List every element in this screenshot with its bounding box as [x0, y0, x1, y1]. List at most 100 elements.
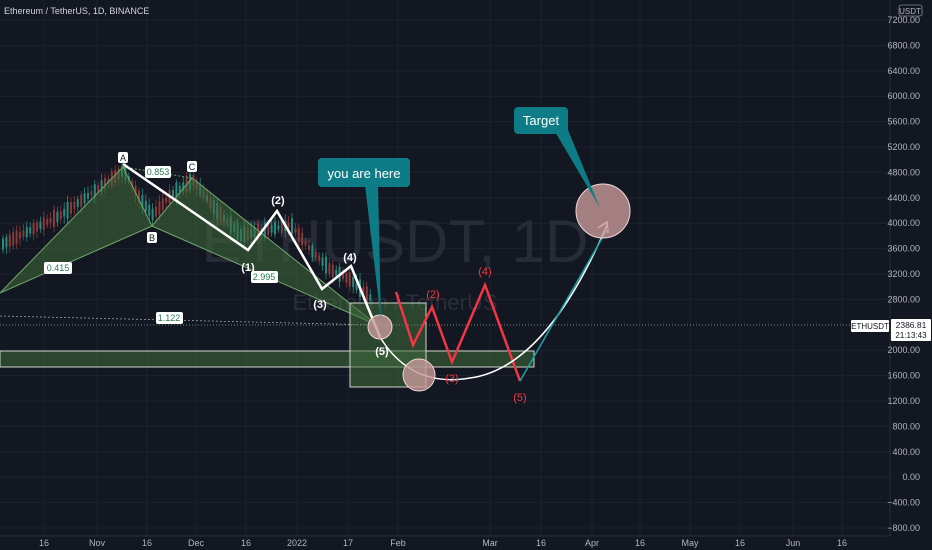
callout-target-box: [514, 107, 568, 134]
candle-body: [42, 217, 45, 230]
candle-body: [49, 217, 52, 223]
candle-body: [311, 245, 314, 258]
candle-body: [297, 228, 300, 242]
low-target-circle: [402, 358, 436, 392]
candle-body: [66, 201, 69, 219]
candle-body: [161, 198, 164, 210]
you-are-here-circle: [367, 314, 393, 340]
candle-body: [76, 199, 79, 207]
price-axis-bg[interactable]: [890, 0, 932, 536]
candle-body: [352, 276, 355, 288]
callout-you-are-here-box: [318, 158, 410, 187]
candle-body: [144, 200, 147, 212]
candle-body: [362, 287, 365, 296]
candle-body: [172, 190, 174, 198]
price-tick-label: 4400.00: [887, 193, 920, 203]
candle-body: [80, 194, 83, 207]
candle-body: [8, 234, 11, 247]
ratio-1122-text: 1.122: [158, 313, 181, 323]
currency-box: [898, 4, 923, 17]
candle-body: [100, 180, 103, 192]
time-axis-ticks: 16 Nov 16 Dec 16 2022 17 Feb Mar 16 Apr 16 May 16 Jun 1…: [39, 538, 847, 548]
time-tick-label: Mar: [482, 538, 498, 548]
harmonic-xd-dotted: [0, 315, 378, 326]
candle-body: [12, 232, 15, 246]
point-a-box: [118, 152, 128, 163]
time-tick-label: 16: [635, 538, 645, 548]
candle-body: [287, 222, 290, 229]
candle-body: [335, 269, 338, 276]
point-c-label: C: [189, 162, 196, 172]
price-tick-label: 6400.00: [887, 66, 920, 76]
price-tick-label: 6000.00: [887, 91, 920, 101]
candle-body: [90, 191, 93, 196]
harmonic-xab-triangle: [0, 167, 152, 293]
candle-body: [148, 204, 151, 216]
ratio-0853-text: 0.853: [147, 167, 170, 177]
candle-body: [25, 227, 28, 238]
symbol-tag-text: ETHUSDT: [851, 322, 889, 331]
harmonic-point-b: B: [147, 232, 157, 243]
ratio-1122: 1.122: [156, 312, 183, 324]
price-tick-label: 2000.00: [887, 345, 920, 355]
wave-red-5: (5): [513, 392, 526, 404]
point-b-label: B: [149, 233, 155, 243]
candle-body: [70, 201, 72, 214]
wave-white-3: (3): [313, 299, 327, 311]
callout-you-are-here-pointer: [365, 185, 381, 320]
price-tag-countdown: 21:13:43: [895, 331, 927, 340]
harmonic-point-c: C: [187, 161, 197, 172]
price-tick-label: 4000.00: [887, 218, 920, 228]
point-b-box: [147, 232, 157, 243]
harmonic-xb-line: [0, 225, 153, 294]
price-tick-label: 400.00: [892, 447, 920, 457]
candle-body: [277, 225, 280, 230]
ratio-1122-box: [156, 312, 183, 324]
time-tick-label: 16: [837, 538, 847, 548]
candle-body: [348, 272, 351, 287]
candle-body: [5, 237, 8, 248]
ratio-0415: 0.415: [44, 262, 72, 274]
candle-body: [2, 238, 4, 250]
price-tick-label: −800.00: [887, 523, 920, 533]
candle-body: [53, 209, 55, 228]
point-c-box: [187, 161, 197, 172]
wave-red-2: (2): [426, 289, 439, 301]
currency-label: USDT: [899, 7, 921, 16]
price-tick-label: 0.00: [902, 472, 920, 482]
callout-target-text: Target: [523, 113, 560, 128]
candle-body: [270, 225, 273, 233]
candle-body: [36, 222, 38, 232]
wave-red-3: (3): [445, 373, 458, 385]
candle-body: [342, 273, 344, 279]
candle-body: [267, 224, 270, 235]
wave-white-2: (2): [271, 195, 285, 207]
grid-lines: [0, 0, 890, 536]
ratio-2995: 2.995: [251, 271, 278, 283]
time-tick-label: 16: [241, 538, 251, 548]
price-tick-label: 5200.00: [887, 142, 920, 152]
target-circle: [575, 183, 631, 239]
candle-body: [175, 182, 178, 201]
ratio-0415-box: [44, 262, 72, 274]
candle-body: [141, 195, 144, 209]
ratio-0853: 0.853: [145, 166, 171, 178]
candle-body: [365, 286, 368, 303]
time-axis-bg[interactable]: [0, 536, 932, 550]
price-tick-label: 4800.00: [887, 167, 920, 177]
candle-body: [32, 222, 35, 235]
candle-body: [83, 192, 86, 204]
ratio-0853-box: [145, 166, 171, 178]
candle-body: [314, 252, 317, 258]
price-tick-label: 1200.00: [887, 396, 920, 406]
candle-body: [280, 220, 283, 234]
price-tick-label: 800.00: [892, 421, 920, 431]
price-tick-label: 2800.00: [887, 294, 920, 304]
candle-body: [87, 192, 89, 199]
candle-body: [321, 257, 324, 266]
candle-body: [15, 230, 18, 244]
price-tag-box: [891, 319, 931, 341]
elliott-wave-red: [394, 281, 522, 382]
